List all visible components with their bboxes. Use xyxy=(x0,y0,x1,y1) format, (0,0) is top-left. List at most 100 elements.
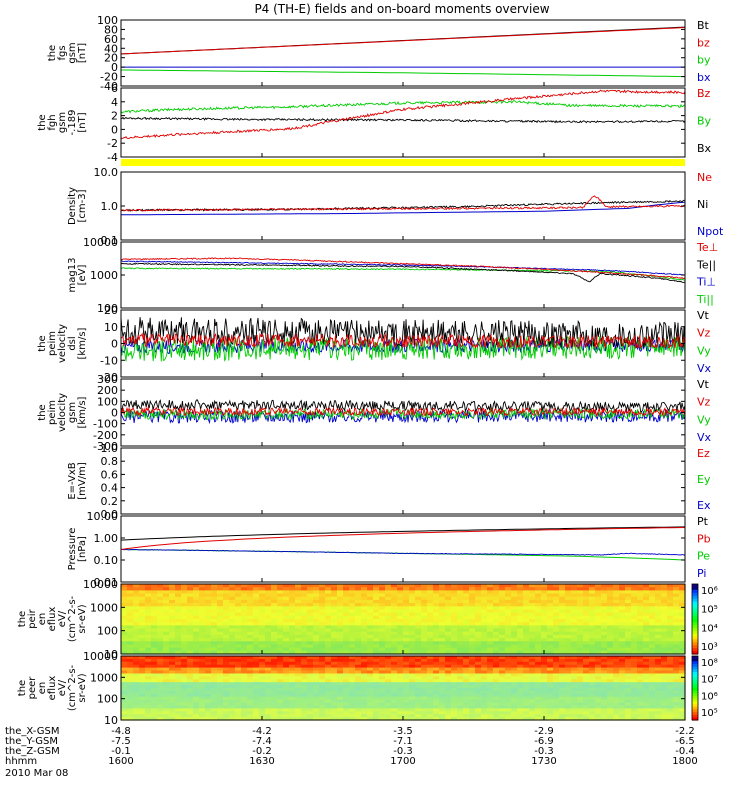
spectrogram-cell xyxy=(277,661,284,666)
spectrogram-cell xyxy=(505,638,512,642)
spectrogram-cell xyxy=(499,656,506,660)
spectrogram-cell xyxy=(163,584,170,588)
spectrogram-cell xyxy=(679,717,686,721)
spectrogram-cell xyxy=(253,685,260,689)
spectrogram-cell xyxy=(373,599,380,604)
spectrogram-cell xyxy=(127,641,134,646)
spectrogram-cell xyxy=(511,584,518,588)
spectrogram-cell xyxy=(205,644,212,649)
spectrogram-cell xyxy=(397,628,404,633)
spectrogram-cell xyxy=(451,606,458,611)
x-axis-value: -6.5 xyxy=(675,736,695,747)
spectrogram-cell xyxy=(355,609,362,614)
spectrogram-cell xyxy=(361,670,368,674)
spectrogram-cell xyxy=(439,615,446,620)
spectrogram-cell xyxy=(379,696,386,701)
spectrogram-cell xyxy=(613,599,620,604)
spectrogram-cell xyxy=(427,676,434,680)
spectrogram-cell xyxy=(271,590,278,595)
spectrogram-cell xyxy=(307,650,314,655)
spectrogram-cell xyxy=(667,599,674,604)
spectrogram-cell xyxy=(193,667,200,672)
spectrogram-cell xyxy=(433,599,440,604)
spectrogram-cell xyxy=(601,690,608,695)
spectrogram-cell xyxy=(505,664,512,669)
spectrogram-cell xyxy=(445,664,452,669)
y-tick-label: 100 xyxy=(97,302,118,315)
spectrogram-cell xyxy=(427,647,434,652)
spectrogram-cell xyxy=(277,615,284,620)
spectrogram-cell xyxy=(355,631,362,636)
spectrogram-cell xyxy=(355,670,362,674)
spectrogram-cell xyxy=(523,650,530,655)
colorbar-cell xyxy=(692,645,698,649)
spectrogram-cell xyxy=(229,705,236,709)
spectrogram-cell xyxy=(235,603,242,607)
spectrogram-cell xyxy=(361,688,368,692)
spectrogram-cell xyxy=(259,625,266,630)
spectrogram-cell xyxy=(307,693,314,698)
spectrogram-cell xyxy=(283,699,290,704)
panel-frame xyxy=(120,19,686,87)
spectrogram-cell xyxy=(325,702,332,706)
spectrogram-cell xyxy=(673,693,680,698)
spectrogram-cell xyxy=(625,625,632,630)
spectrogram-cell xyxy=(259,641,266,646)
spectrogram-cell xyxy=(181,584,188,588)
spectrogram-cell xyxy=(667,688,674,692)
spectrogram-cell xyxy=(271,708,278,712)
spectrogram-cell xyxy=(169,685,176,689)
y-axis-label: peim xyxy=(47,331,58,356)
spectrogram-cell xyxy=(535,705,542,709)
spectrogram-cell xyxy=(619,641,626,646)
spectrogram-cell xyxy=(679,634,686,639)
spectrogram-cell xyxy=(445,696,452,701)
spectrogram-cell xyxy=(349,717,356,721)
spectrogram-cell xyxy=(343,650,350,655)
y-tick-label: 100 xyxy=(97,395,118,408)
spectrogram-cell xyxy=(247,609,254,614)
spectrogram-cell xyxy=(595,584,602,588)
spectrogram-cell xyxy=(571,679,578,683)
spectrogram-cell xyxy=(145,619,152,623)
spectrogram-cell xyxy=(505,702,512,706)
spectrogram-cell xyxy=(541,609,548,614)
spectrogram-cell xyxy=(547,593,554,598)
spectrogram-cell xyxy=(349,612,356,617)
spectrogram-cell xyxy=(667,708,674,712)
spectrogram-cell xyxy=(439,685,446,689)
spectrogram-cell xyxy=(421,699,428,704)
legend-entry-Vy: Vy xyxy=(697,344,711,357)
spectrogram-cell xyxy=(649,711,656,715)
spectrogram-cell xyxy=(151,644,158,649)
spectrogram-cell xyxy=(385,612,392,617)
spectrogram-cell xyxy=(283,612,290,617)
spectrogram-cell xyxy=(565,658,572,663)
spectrogram-cell xyxy=(283,615,290,620)
spectrogram-cell xyxy=(673,705,680,709)
spectrogram-cell xyxy=(379,593,386,598)
spectrogram-cell xyxy=(511,696,518,701)
spectrogram-cell xyxy=(247,656,254,660)
spectrogram-cell xyxy=(589,593,596,598)
spectrogram-cell xyxy=(211,685,218,689)
spectrogram-cell xyxy=(241,644,248,649)
spectrogram-cell xyxy=(667,647,674,652)
spectrogram-cell xyxy=(181,664,188,669)
spectrogram-cell xyxy=(529,656,536,660)
spectrogram-cell xyxy=(283,714,290,718)
spectrogram-cell xyxy=(517,717,524,721)
spectrogram-cell xyxy=(613,690,620,695)
spectrogram-cell xyxy=(595,664,602,669)
spectrogram-cell xyxy=(481,696,488,701)
spectrogram-cell xyxy=(253,619,260,623)
x-axis-value: -2.9 xyxy=(534,726,554,737)
spectrogram-cell xyxy=(583,688,590,692)
spectrogram-cell xyxy=(607,658,614,663)
spectrogram-cell xyxy=(631,714,638,718)
spectrogram-cell xyxy=(301,590,308,595)
spectrogram-cell xyxy=(451,644,458,649)
spectrogram-cell xyxy=(565,631,572,636)
spectrogram-cell xyxy=(397,631,404,636)
spectrogram-cell xyxy=(619,717,626,721)
